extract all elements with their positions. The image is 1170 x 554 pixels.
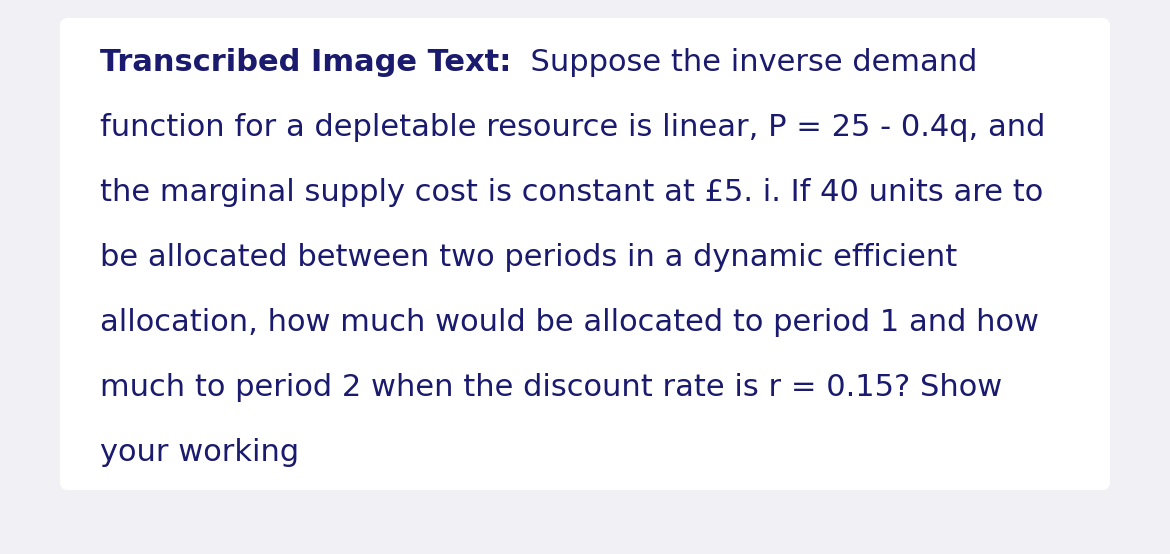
Text: Suppose the inverse demand: Suppose the inverse demand xyxy=(511,48,978,77)
Text: function for a depletable resource is linear, P = 25 - 0.4q, and: function for a depletable resource is li… xyxy=(99,113,1045,142)
Text: allocation, how much would be allocated to period 1 and how: allocation, how much would be allocated … xyxy=(99,308,1039,337)
Text: your working: your working xyxy=(99,438,300,467)
Text: be allocated between two periods in a dynamic efficient: be allocated between two periods in a dy… xyxy=(99,243,957,272)
Text: the marginal supply cost is constant at £5. i. If 40 units are to: the marginal supply cost is constant at … xyxy=(99,178,1044,207)
Text: Transcribed Image Text:: Transcribed Image Text: xyxy=(99,48,511,77)
Text: much to period 2 when the discount rate is r = 0.15? Show: much to period 2 when the discount rate … xyxy=(99,373,1003,402)
FancyBboxPatch shape xyxy=(60,18,1110,490)
